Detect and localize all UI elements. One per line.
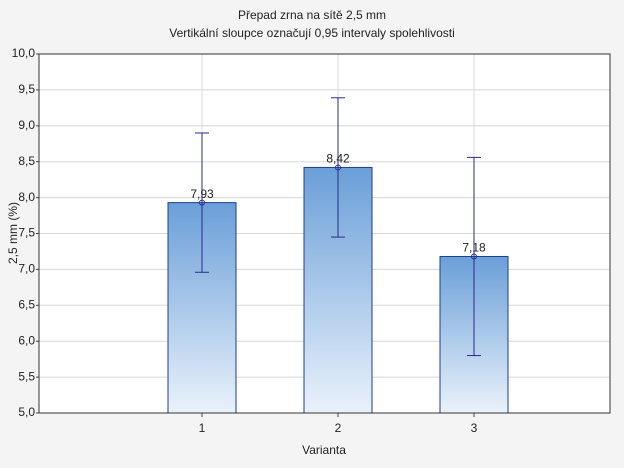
mean-marker <box>471 253 477 260</box>
y-tick-label: 8,0 <box>18 190 35 204</box>
y-tick-label: 7,5 <box>18 226 35 240</box>
value-label: 8,42 <box>326 152 350 166</box>
y-tick-label: 9,5 <box>18 82 35 96</box>
y-tick-label: 6,5 <box>18 297 35 311</box>
y-tick-label: 7,0 <box>18 262 35 276</box>
chart-title: Přepad zrna na sítě 2,5 mm <box>238 8 386 22</box>
mean-marker <box>335 164 341 171</box>
y-axis-label: 2,5 mm (%) <box>6 202 20 264</box>
plot-frame <box>38 53 611 414</box>
y-tick-label: 5,5 <box>18 369 35 383</box>
y-tick-label: 6,0 <box>18 333 35 347</box>
y-tick-label: 8,5 <box>18 154 35 168</box>
value-label: 7,93 <box>190 187 214 201</box>
mean-marker <box>199 199 205 206</box>
y-tick-label: 5,0 <box>18 405 35 419</box>
x-axis-label: Varianta <box>302 443 346 457</box>
y-tick-label: 10,0 <box>12 46 36 60</box>
chart-subtitle: Vertikální sloupce označují 0,95 interva… <box>169 26 455 40</box>
x-tick-label: 3 <box>471 421 478 435</box>
value-label: 7,18 <box>462 241 486 255</box>
x-tick-label: 1 <box>199 421 206 435</box>
y-tick-label: 9,0 <box>18 118 35 132</box>
x-tick-label: 2 <box>335 421 342 435</box>
